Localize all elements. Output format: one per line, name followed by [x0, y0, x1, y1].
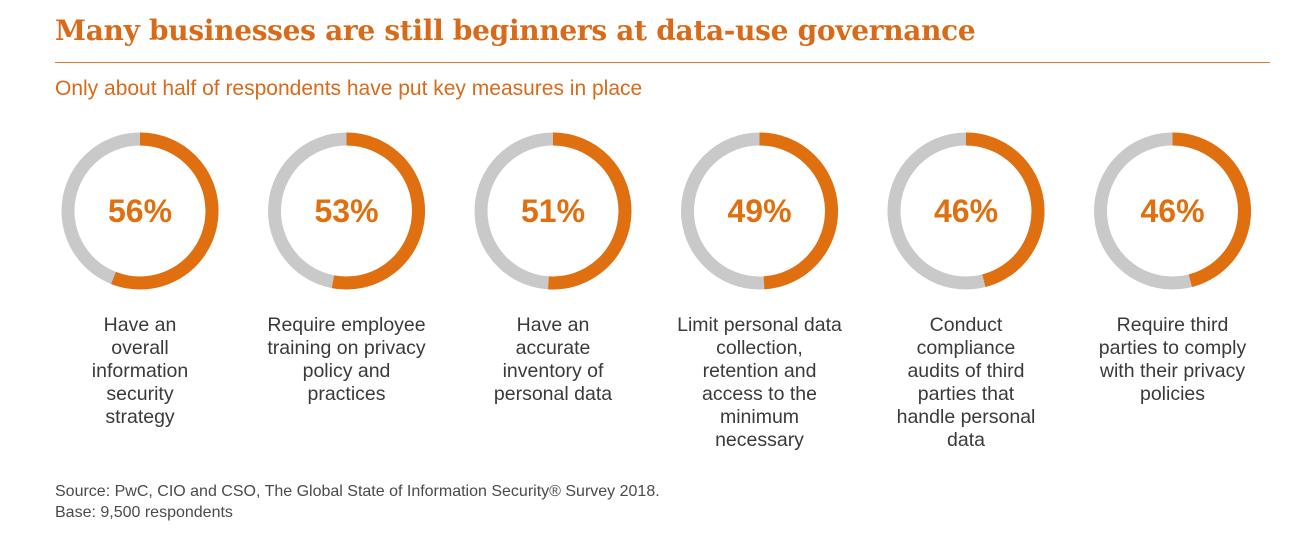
donut-value-label: 51%: [521, 193, 585, 229]
donut-value-label: 49%: [727, 193, 791, 229]
chart-subtitle: Only about half of respondents have put …: [55, 77, 643, 100]
donut-4: 49%: [681, 132, 838, 290]
donut-caption: Conduct compliance audits of third parti…: [896, 314, 1036, 451]
source-line: Source: PwC, CIO and CSO, The Global Sta…: [55, 483, 660, 500]
donut-value-arc: [965, 132, 1045, 288]
base-line: Base: 9,500 respondents: [55, 504, 233, 521]
donut-value-label: 53%: [314, 193, 378, 229]
donut-2: 53%: [268, 132, 426, 290]
title-divider: [55, 62, 1270, 63]
donut-caption: Require third parties to comply with the…: [1098, 314, 1247, 405]
source-note: Source: PwC, CIO and CSO, The Global Sta…: [55, 481, 660, 523]
chart-title: Many businesses are still beginners at d…: [55, 14, 976, 47]
donut-1: 56%: [61, 132, 219, 290]
donut-value-arc: [111, 132, 219, 290]
donut-value-label: 56%: [108, 193, 172, 229]
donut-caption: Limit personal data collection, retentio…: [677, 314, 842, 451]
donut-value-arc: [331, 132, 426, 290]
donut-caption: Have an accurate inventory of personal d…: [493, 314, 613, 405]
donut-value-arc: [1172, 132, 1251, 288]
donut-caption: Have an overall information security str…: [91, 314, 189, 428]
donut-value-label: 46%: [934, 193, 998, 229]
donut-value-label: 46%: [1140, 193, 1204, 229]
donut-3: 51%: [474, 132, 632, 290]
donut-value-arc: [548, 132, 632, 290]
donut-value-arc: [759, 132, 838, 290]
donut-5: 46%: [887, 132, 1045, 290]
donut-6: 46%: [1094, 132, 1251, 290]
donut-caption: Require employee training on privacy pol…: [267, 314, 426, 405]
